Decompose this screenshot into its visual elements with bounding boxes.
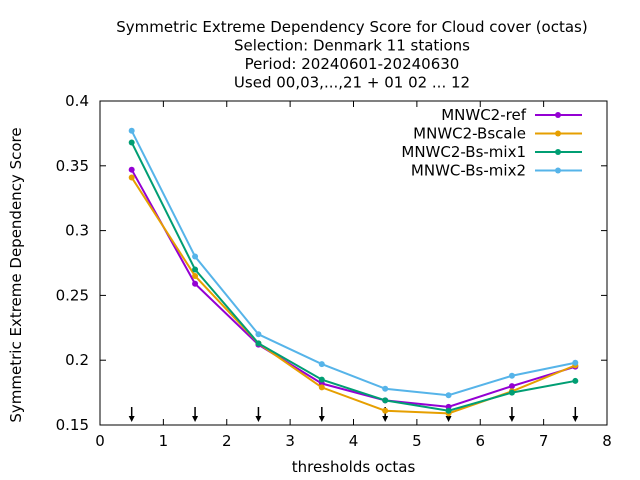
y-tick-label: 0.2 xyxy=(65,351,89,369)
legend-label: MNWC2-ref xyxy=(441,106,526,124)
data-point xyxy=(128,139,135,146)
y-tick-label: 0.4 xyxy=(65,92,89,110)
x-tick-label: 6 xyxy=(475,432,485,450)
x-tick-label: 1 xyxy=(159,432,169,450)
data-point xyxy=(445,392,452,399)
threshold-arrow-head xyxy=(572,416,579,422)
x-tick-label: 5 xyxy=(412,432,422,450)
legend-label: MNWC2-Bscale xyxy=(413,125,526,143)
threshold-arrow-head xyxy=(508,416,515,422)
x-axis: 0 1 2 3 4 5 6 7 8 xyxy=(95,101,612,450)
data-point xyxy=(318,361,325,368)
series-line xyxy=(130,176,576,415)
data-point xyxy=(318,376,325,383)
data-point xyxy=(192,266,199,273)
legend-marker xyxy=(555,167,561,174)
data-point xyxy=(255,331,262,338)
series-1 xyxy=(128,174,579,417)
legend-label: MNWC-Bs-mix2 xyxy=(411,162,526,180)
y-tick-label: 0.35 xyxy=(56,157,89,175)
x-tick-label: 0 xyxy=(95,432,105,450)
data-point xyxy=(382,385,389,392)
series-line xyxy=(130,130,576,397)
data-point xyxy=(255,340,262,347)
data-point xyxy=(192,253,199,260)
data-point xyxy=(192,272,199,279)
x-tick-label: 7 xyxy=(539,432,549,450)
threshold-arrow-head xyxy=(318,416,325,422)
chart-title: Symmetric Extreme Dependency Score for C… xyxy=(116,18,587,92)
legend: MNWC2-refMNWC2-BscaleMNWC2-Bs-mix1MNWC-B… xyxy=(401,106,582,180)
data-point xyxy=(572,359,579,366)
data-point xyxy=(382,397,389,404)
data-point xyxy=(192,280,199,287)
threshold-arrow-head xyxy=(128,416,135,422)
legend-marker xyxy=(555,112,561,118)
title-line: Selection: Denmark 11 stations xyxy=(234,37,470,55)
title-line: Used 00,03,...,21 + 01 02 ... 12 xyxy=(234,74,470,92)
data-point xyxy=(508,372,515,379)
y-tick-label: 0.3 xyxy=(65,222,89,240)
y-tick-label: 0.25 xyxy=(56,286,89,304)
series-line xyxy=(130,169,576,408)
series-layer xyxy=(128,127,579,417)
data-point xyxy=(128,127,135,134)
data-point xyxy=(128,166,135,173)
x-tick-label: 4 xyxy=(349,432,359,450)
series-2 xyxy=(128,139,579,414)
y-axis: 0.15 0.2 0.25 0.3 0.35 0.4 xyxy=(56,92,607,434)
data-point xyxy=(128,174,135,181)
series-3 xyxy=(128,127,579,399)
legend-marker xyxy=(555,130,561,137)
data-point xyxy=(572,377,579,384)
threshold-arrow-head xyxy=(445,416,452,422)
threshold-arrow-head xyxy=(192,416,199,422)
y-tick-label: 0.15 xyxy=(56,416,89,434)
title-line: Period: 20240601-20240630 xyxy=(245,55,460,73)
data-point xyxy=(508,383,515,390)
x-tick-label: 8 xyxy=(602,432,612,450)
data-point xyxy=(318,384,325,391)
y-axis-label: Symmetric Extreme Dependency Score xyxy=(7,127,25,422)
x-tick-label: 3 xyxy=(285,432,295,450)
legend-marker xyxy=(555,149,561,155)
data-point xyxy=(382,407,389,414)
threshold-arrow-head xyxy=(382,416,389,422)
title-line: Symmetric Extreme Dependency Score for C… xyxy=(116,18,587,36)
x-tick-label: 2 xyxy=(222,432,232,450)
threshold-arrow-head xyxy=(255,416,262,422)
data-point xyxy=(508,389,515,396)
x-axis-label: thresholds octas xyxy=(292,458,416,476)
series-line xyxy=(130,142,576,412)
data-point xyxy=(445,407,452,414)
legend-label: MNWC2-Bs-mix1 xyxy=(401,143,526,161)
